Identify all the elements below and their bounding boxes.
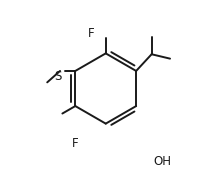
Text: OH: OH xyxy=(153,155,171,168)
Text: F: F xyxy=(87,27,94,40)
Text: S: S xyxy=(54,70,61,83)
Text: F: F xyxy=(72,137,78,150)
